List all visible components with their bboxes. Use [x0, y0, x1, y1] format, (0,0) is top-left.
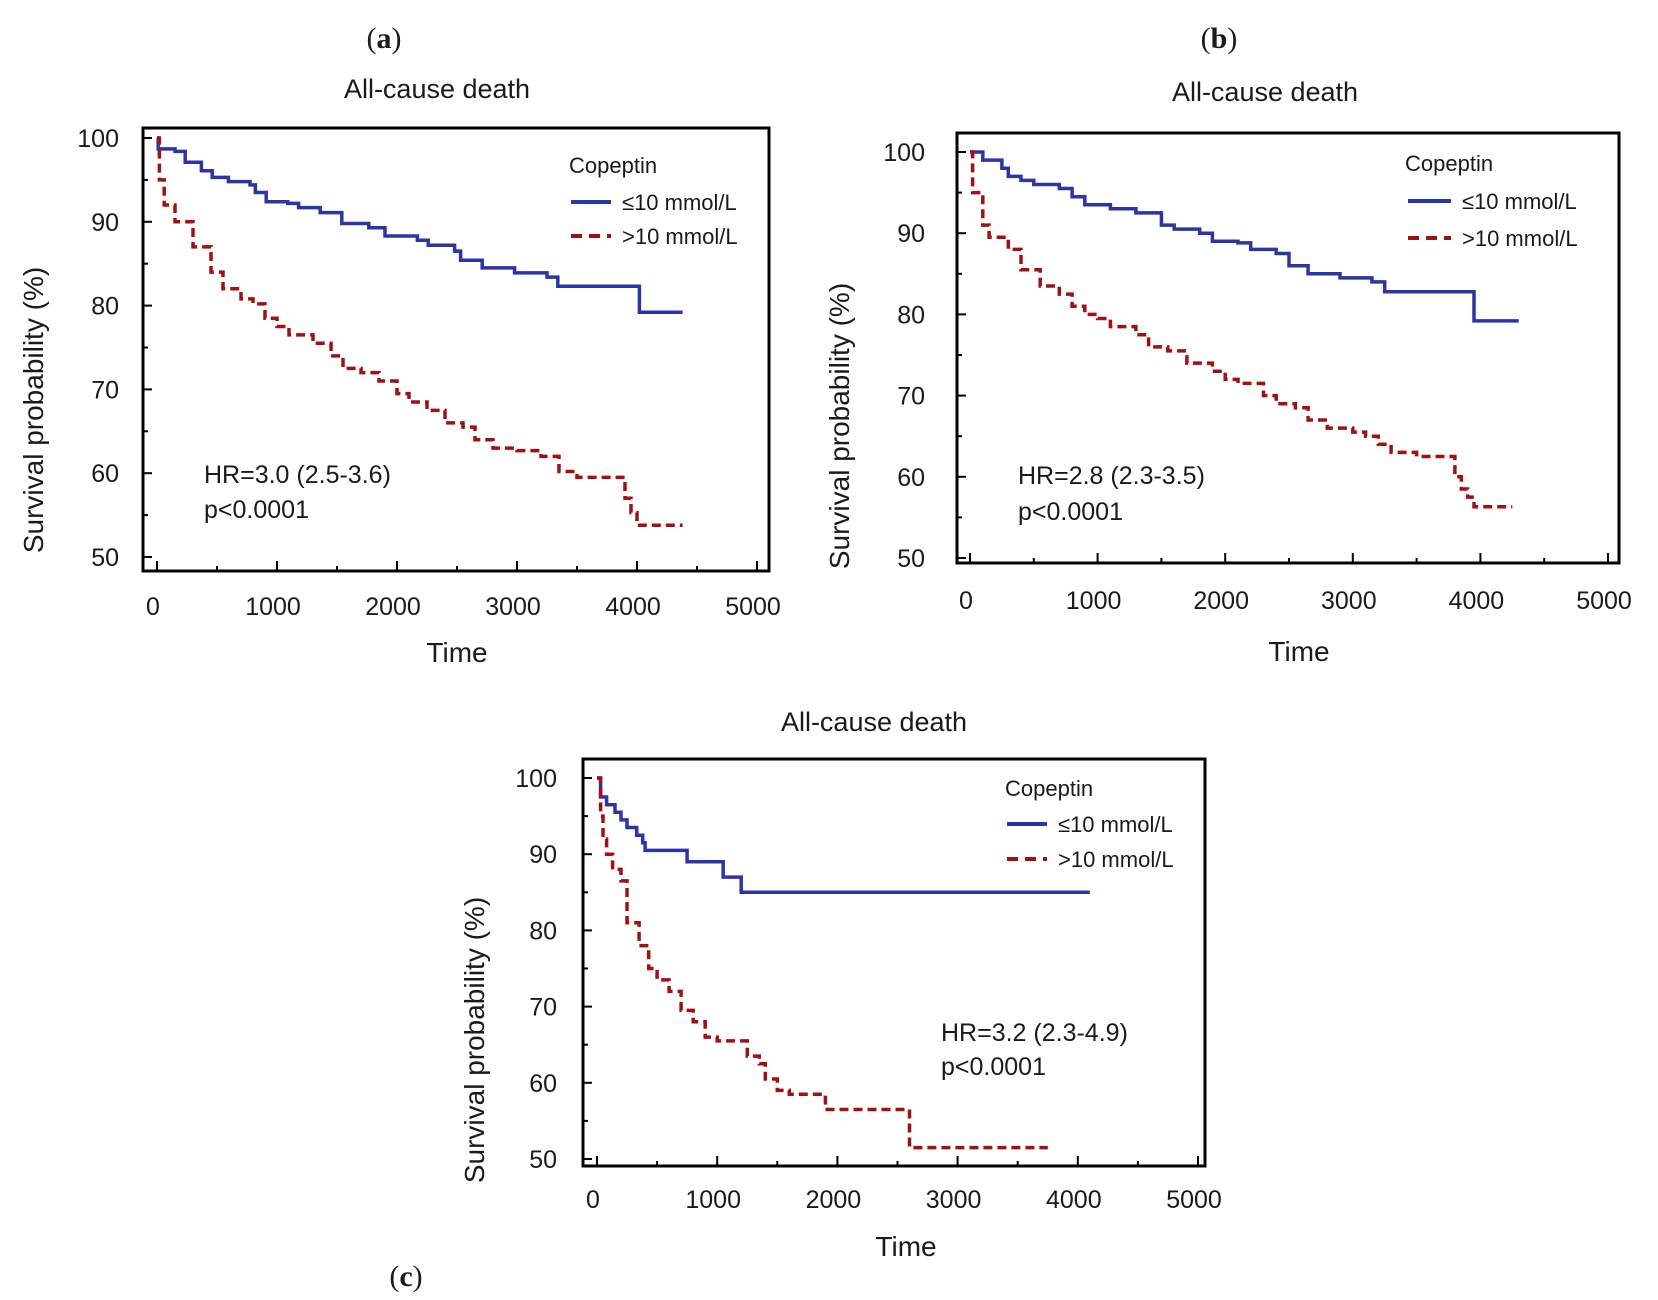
x-tick-label: 5000 — [1166, 1186, 1222, 1214]
x-tick-label: 0 — [146, 593, 160, 621]
x-axis-label: Time — [875, 1231, 936, 1262]
legend-label: >10 mmol/L — [1462, 226, 1578, 251]
x-tick-label: 5000 — [725, 593, 781, 621]
chart-title: All-cause death — [1172, 77, 1358, 107]
y-tick-label: 50 — [529, 1146, 557, 1174]
legend-title: Copeptin — [1005, 776, 1093, 801]
y-tick-label: 70 — [897, 383, 925, 411]
x-tick-label: 0 — [959, 587, 973, 615]
hazard-ratio-annotation: HR=2.8 (2.3-3.5) — [1018, 462, 1205, 490]
x-tick-label: 2000 — [1193, 587, 1249, 615]
km-curve-low-copeptin — [156, 136, 683, 315]
x-tick-label: 5000 — [1576, 587, 1632, 615]
km-curve-high-copeptin — [597, 776, 1048, 1150]
km-curve-low-copeptin — [597, 776, 1090, 895]
x-tick-label: 2000 — [365, 593, 421, 621]
hazard-ratio-annotation: HR=3.0 (2.5-3.6) — [204, 461, 391, 489]
y-tick-label: 100 — [883, 139, 925, 167]
x-tick-label: 3000 — [926, 1186, 982, 1214]
legend-label: >10 mmol/L — [1058, 847, 1174, 872]
y-tick-label: 80 — [529, 917, 557, 945]
legend-title: Copeptin — [569, 153, 657, 178]
x-tick-label: 3000 — [1321, 587, 1377, 615]
x-tick-label: 4000 — [605, 593, 661, 621]
y-axis-label: Survival probability (%) — [824, 283, 855, 569]
chart-panel-a: (a) All-cause death Survival probability (… — [18, 22, 781, 668]
y-tick-label: 70 — [529, 994, 557, 1022]
y-tick-label: 70 — [91, 376, 119, 404]
y-tick-label: 60 — [529, 1070, 557, 1098]
panel-label: (a) — [367, 22, 402, 55]
legend-label: ≤10 mmol/L — [622, 190, 737, 215]
km-curve-high-copeptin — [157, 136, 683, 527]
legend-label: >10 mmol/L — [622, 224, 738, 249]
chart-title: All-cause death — [344, 74, 530, 104]
panel-label: (b) — [1201, 22, 1238, 55]
x-tick-label: 0 — [586, 1186, 600, 1214]
panel-label: (c) — [389, 1260, 422, 1293]
y-tick-label: 50 — [897, 545, 925, 573]
legend: Copeptin ≤10 mmol/L >10 mmol/L — [1405, 151, 1578, 251]
y-tick-label: 80 — [897, 301, 925, 329]
legend-label: ≤10 mmol/L — [1462, 189, 1577, 214]
y-axis-label: Survival probability (%) — [18, 267, 49, 553]
x-tick-label: 4000 — [1449, 587, 1505, 615]
legend: Copeptin ≤10 mmol/L >10 mmol/L — [1005, 776, 1174, 872]
km-curve-high-copeptin — [970, 150, 1513, 509]
p-value-annotation: p<0.0001 — [941, 1053, 1046, 1081]
legend-label: ≤10 mmol/L — [1058, 812, 1173, 837]
chart-panel-b: (b) All-cause death Survival probability (… — [824, 22, 1632, 667]
y-tick-label: 100 — [77, 125, 119, 153]
x-tick-label: 1000 — [1066, 587, 1122, 615]
x-tick-label: 3000 — [485, 593, 541, 621]
x-tick-label: 1000 — [245, 593, 301, 621]
p-value-annotation: p<0.0001 — [204, 496, 309, 524]
plot-frame — [581, 757, 1207, 1168]
legend-title: Copeptin — [1405, 151, 1493, 176]
y-tick-label: 60 — [91, 460, 119, 488]
x-axis-label: Time — [1268, 636, 1329, 667]
chart-panel-c: (c) All-cause death Survival probability (… — [389, 707, 1221, 1293]
legend: Copeptin ≤10 mmol/L >10 mmol/L — [569, 153, 738, 249]
y-tick-label: 90 — [91, 209, 119, 237]
y-tick-label: 60 — [897, 464, 925, 492]
km-curve-low-copeptin — [970, 150, 1519, 323]
chart-title: All-cause death — [781, 707, 967, 737]
y-tick-label: 80 — [91, 293, 119, 321]
p-value-annotation: p<0.0001 — [1018, 498, 1123, 526]
x-axis-label: Time — [426, 637, 487, 668]
y-tick-label: 100 — [515, 765, 557, 793]
y-tick-label: 90 — [529, 841, 557, 869]
x-tick-label: 1000 — [685, 1186, 741, 1214]
y-tick-label: 50 — [91, 544, 119, 572]
x-tick-label: 2000 — [806, 1186, 862, 1214]
hazard-ratio-annotation: HR=3.2 (2.3-4.9) — [941, 1019, 1128, 1047]
y-tick-label: 90 — [897, 220, 925, 248]
y-axis-label: Survival probability (%) — [459, 897, 490, 1183]
x-tick-label: 4000 — [1046, 1186, 1102, 1214]
